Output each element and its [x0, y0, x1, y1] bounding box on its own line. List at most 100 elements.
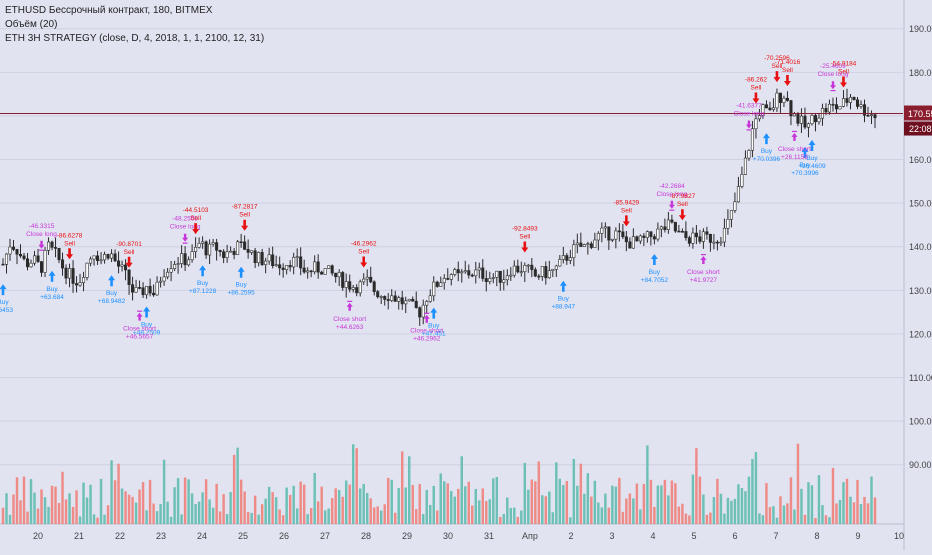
signal-value: -71.4016	[775, 59, 801, 66]
volume-bar	[821, 505, 824, 524]
volume-bar	[586, 473, 590, 524]
candle	[236, 241, 240, 256]
time-tick-label: 2	[568, 531, 573, 541]
candle	[845, 98, 849, 103]
volume-bar	[267, 486, 271, 524]
buy-arrow-icon	[808, 140, 816, 152]
volume-bar	[425, 489, 428, 524]
signal-label: Close long	[818, 71, 849, 78]
candle	[85, 262, 89, 278]
volume-bar	[113, 480, 117, 524]
price-tick-label: 110.00	[909, 373, 932, 383]
volume-bar	[572, 458, 576, 524]
candle	[47, 241, 51, 251]
volume-bar	[457, 488, 460, 524]
candle	[743, 157, 747, 175]
sell-signal: Sell-86.6278	[57, 232, 83, 260]
price-tick-label: 140.00	[909, 242, 932, 252]
time-tick-label: 6	[732, 531, 737, 541]
sell-signal: Sell-46.2962	[351, 240, 377, 268]
sell-signal: Sell-87.9827	[670, 193, 696, 221]
volume-bar	[761, 515, 765, 524]
signal-value: -25.4609	[820, 63, 846, 70]
candle	[274, 264, 278, 267]
candle	[824, 108, 828, 113]
candle	[747, 150, 751, 159]
candle	[533, 269, 537, 277]
volume-bar	[211, 507, 215, 524]
candle	[659, 226, 663, 230]
candle	[204, 241, 208, 256]
volume-bar	[621, 511, 625, 524]
candle	[519, 271, 523, 274]
signal-label: Buy	[197, 280, 209, 287]
price-tag-value: 170.55	[908, 109, 932, 119]
volume-bar	[432, 485, 435, 524]
volume-bar	[786, 503, 789, 524]
volume-bar	[415, 509, 418, 524]
volume-bar	[646, 445, 649, 524]
candle	[425, 301, 429, 306]
candle	[232, 250, 236, 256]
volume-bar	[436, 510, 439, 524]
candle	[810, 115, 814, 125]
volume-bar	[495, 477, 499, 524]
candle	[470, 274, 474, 277]
candle	[862, 104, 867, 116]
volume-bar	[29, 479, 33, 524]
volume-bar	[71, 506, 75, 524]
volume-bar	[796, 443, 800, 524]
volume-bar	[744, 491, 747, 524]
candle	[278, 264, 282, 269]
candle	[579, 242, 583, 247]
symbol-title[interactable]: ETHUSD Бессрочный контракт, 180, BITMEX	[5, 5, 213, 16]
buy-arrow-icon	[199, 265, 207, 277]
signal-label: Sell	[782, 67, 793, 74]
candle	[481, 267, 485, 279]
volume-bar	[870, 476, 873, 524]
candle	[239, 241, 243, 244]
volume-bar	[590, 496, 593, 524]
price-tick-label: 180.00	[909, 68, 932, 78]
strategy-label[interactable]: ETH 3H STRATEGY (close, D, 4, 2018, 1, 1…	[5, 33, 265, 44]
close-bar	[700, 254, 706, 256]
candle	[197, 243, 201, 248]
candle	[761, 104, 765, 117]
volume-bar	[772, 506, 775, 524]
candle	[859, 104, 863, 107]
time-tick-label: 26	[279, 531, 289, 541]
signal-value: +46.2962	[413, 336, 441, 343]
candle	[600, 227, 604, 234]
volume-indicator-label[interactable]: Объём (20)	[5, 19, 58, 30]
volume-bar	[765, 483, 768, 524]
time-tick-label: 7	[773, 531, 778, 541]
candle	[705, 231, 709, 235]
candle	[873, 114, 877, 119]
candle	[68, 268, 72, 279]
volume-bar	[726, 497, 730, 524]
signal-value: +87.1228	[189, 288, 217, 295]
volume-bar	[824, 515, 828, 524]
volume-bar	[712, 497, 716, 524]
volume-bar	[635, 483, 639, 524]
volume-bar	[446, 483, 449, 524]
candle	[117, 260, 121, 267]
candle	[313, 261, 317, 273]
candle	[691, 232, 695, 244]
candle	[827, 103, 831, 113]
volume-bar	[513, 507, 516, 524]
time-tick-label: 5	[691, 531, 696, 541]
candle	[834, 104, 839, 110]
candle	[736, 186, 740, 203]
candle	[334, 272, 338, 278]
close-arrow-icon	[38, 240, 45, 249]
signal-value: +88.947	[551, 304, 575, 311]
candle	[614, 230, 618, 240]
time-tick-label: 27	[320, 531, 330, 541]
volume-bar	[253, 495, 257, 524]
buy-arrow-icon	[430, 307, 438, 319]
volume-bar	[194, 503, 197, 524]
candle	[869, 114, 874, 116]
